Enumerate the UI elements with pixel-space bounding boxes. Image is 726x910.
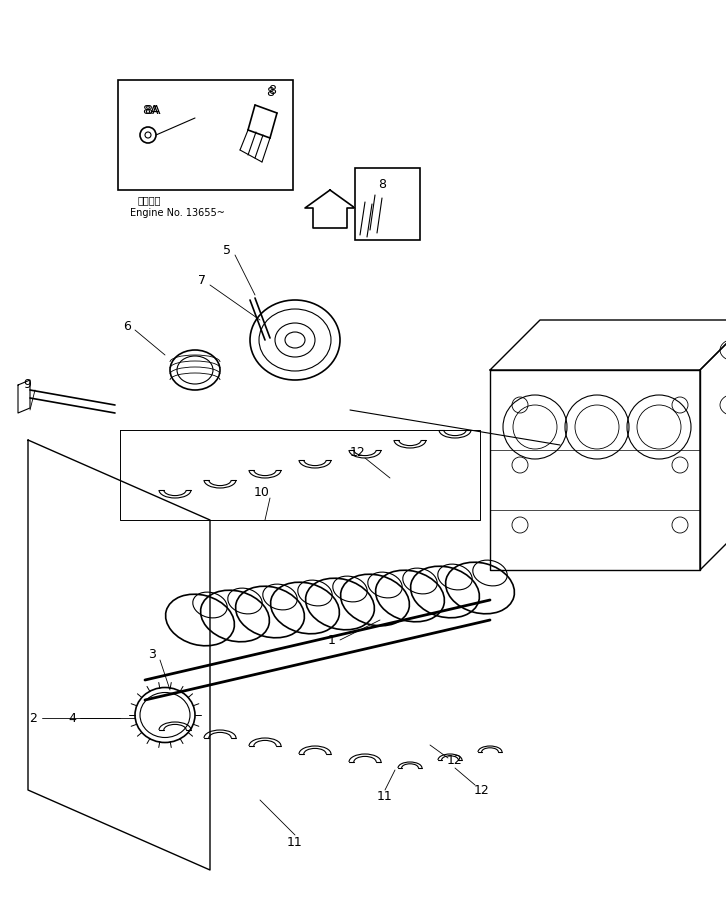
Text: 12: 12: [350, 446, 366, 459]
Bar: [118, 80, 293, 190]
Text: 11: 11: [287, 835, 303, 848]
Text: Engine No. 13655~: Engine No. 13655~: [130, 208, 225, 218]
Polygon shape: [305, 190, 355, 228]
Text: 9: 9: [23, 379, 31, 391]
Text: 3: 3: [148, 649, 156, 662]
Text: 8: 8: [266, 86, 274, 98]
Text: 10: 10: [254, 486, 270, 499]
Text: 8A: 8A: [144, 104, 160, 116]
Text: 12: 12: [474, 784, 490, 796]
Text: 7: 7: [198, 275, 206, 288]
Text: 1: 1: [328, 633, 336, 646]
Bar: [355, 168, 420, 240]
Text: 5: 5: [223, 244, 231, 257]
Text: 6: 6: [123, 319, 131, 332]
Text: 8: 8: [378, 178, 386, 191]
Text: 8: 8: [268, 84, 276, 96]
Text: 8A: 8A: [142, 104, 158, 116]
Text: 11: 11: [377, 791, 393, 804]
Text: 適用号機: 適用号機: [138, 195, 161, 205]
Text: 12: 12: [447, 753, 463, 766]
Text: 4: 4: [68, 712, 76, 724]
Text: 2: 2: [29, 712, 37, 724]
